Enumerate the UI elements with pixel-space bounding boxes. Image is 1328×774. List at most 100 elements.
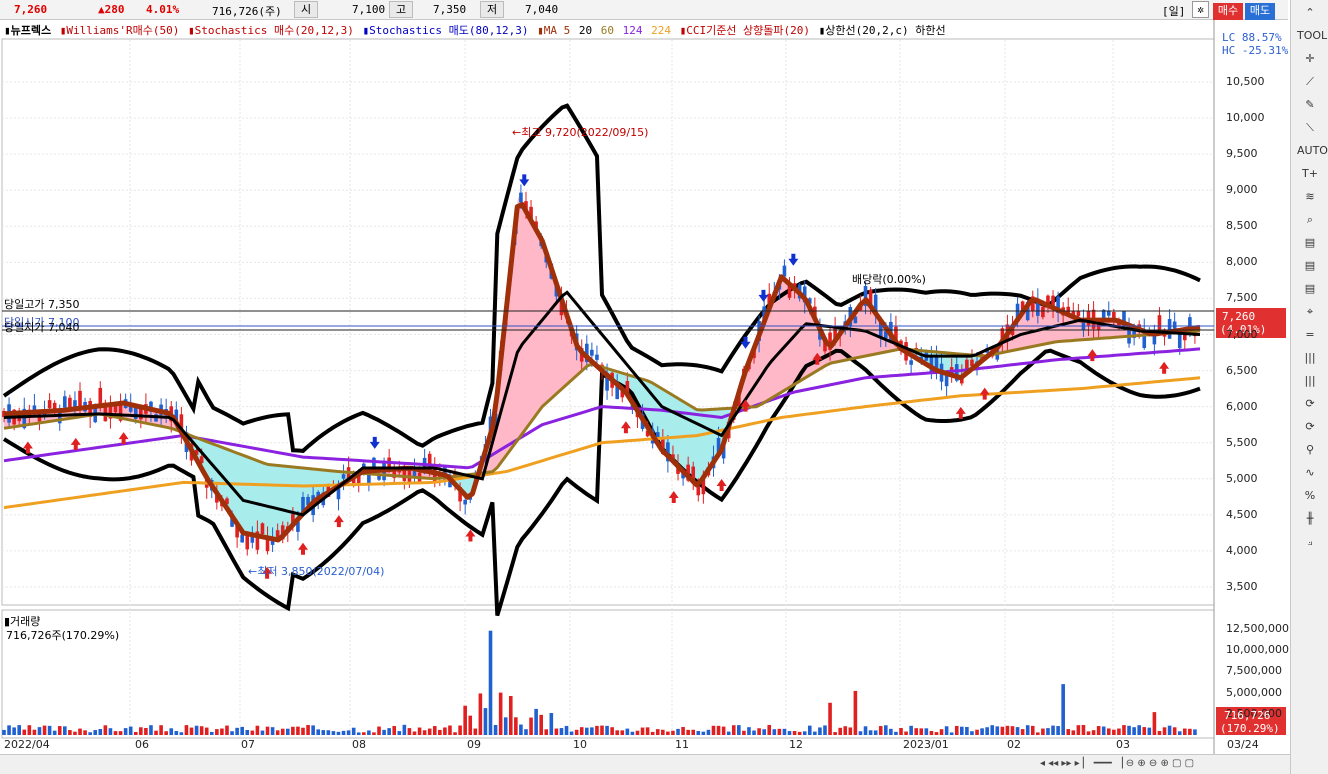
chart-icon[interactable]: ▤ <box>1304 282 1316 295</box>
volume-bar <box>574 729 579 735</box>
crosshair-icon[interactable]: ✛ <box>1305 52 1315 65</box>
zoom-icon[interactable]: ⚲ <box>1305 443 1315 456</box>
pin-icon[interactable]: ⌖ <box>1306 305 1314 318</box>
tool-14[interactable]: = <box>1305 328 1315 341</box>
legend-stoch-sell[interactable]: ▮Stochastics 매도(80,12,3) <box>362 24 529 37</box>
legend-ma60[interactable]: 60 <box>600 24 614 37</box>
chevron-up-icon[interactable]: ⌃ <box>1305 6 1315 19</box>
ruler-icon[interactable]: ⟍ <box>1306 121 1314 134</box>
candle-body <box>32 405 37 413</box>
volume-bar <box>108 728 113 735</box>
buy-signal-arrow <box>812 352 823 365</box>
tool-15[interactable]: ||| <box>1304 351 1316 364</box>
volume-bar <box>960 726 964 735</box>
volume-bar <box>1112 729 1116 735</box>
candle-body <box>1112 312 1116 319</box>
volume-bar <box>853 690 858 735</box>
cross-fill <box>522 204 527 435</box>
candle-body <box>1036 299 1040 316</box>
volume-bar <box>777 728 782 735</box>
price-tick: 8,500 <box>1226 219 1258 233</box>
volume-bar <box>220 728 224 735</box>
buy-signal-arrow <box>979 387 990 400</box>
volume-bar <box>934 732 939 735</box>
candle-body <box>108 403 113 419</box>
candle-body <box>519 192 523 203</box>
line-tool-icon[interactable]: ⟋ <box>1306 75 1314 88</box>
sell-button[interactable]: 매도 <box>1245 3 1275 20</box>
legend-cci[interactable]: ▮CCI기준선 상향돌파(20) <box>679 24 811 37</box>
candle-body <box>1046 295 1050 308</box>
volume-tick: 10,000,000 <box>1226 643 1289 657</box>
price-tick: 6,500 <box>1226 363 1258 377</box>
tool-6[interactable]: AUTO <box>1297 144 1328 157</box>
legend-williams[interactable]: ▮Williams'R매수(50) <box>59 24 180 37</box>
tool-7[interactable]: T+ <box>1302 167 1318 180</box>
volume-bar <box>929 730 934 735</box>
tool-1[interactable]: TOOL <box>1297 29 1328 42</box>
drawing-toolbar: ⌃ TOOL ✛ ⟋ ✎ ⟍ AUTO T+ ≋ ⌕ ▤ ▤ ▤ ⌖ = ||| ||| ⟳ ⟳ ⚲ ∿% ╫ ⟓ <box>1290 0 1328 774</box>
cross-fill <box>518 197 523 440</box>
legend-ma124[interactable]: 124 <box>622 24 643 37</box>
volume-bar <box>448 725 452 735</box>
fibonacci-icon[interactable]: ≋ <box>1305 190 1315 203</box>
legend-bollinger[interactable]: ▮상한선(20,2,c) 하한선 <box>818 24 946 37</box>
high-price: 7,350 <box>433 3 467 16</box>
tool-21[interactable]: % <box>1304 489 1316 502</box>
wave-icon[interactable]: ∿ <box>1305 466 1315 479</box>
volume-bar <box>473 728 478 735</box>
chart-icon[interactable]: ▤ <box>1304 236 1316 249</box>
search-icon[interactable]: ⌕ <box>1306 213 1314 226</box>
tool-16[interactable]: ||| <box>1304 374 1316 387</box>
chart-icon[interactable]: ▤ <box>1304 259 1316 272</box>
period-selector[interactable]: [일] <box>1162 5 1186 18</box>
volume-bar <box>458 725 462 735</box>
volume-bar <box>498 692 503 735</box>
cross-fill <box>533 226 539 419</box>
volume-bar <box>7 725 11 735</box>
gridlines <box>2 40 1214 737</box>
gear-icon[interactable]: ✲ <box>1192 1 1209 18</box>
legend-stoch-buy[interactable]: ▮Stochastics 매수(20,12,3) <box>187 24 354 37</box>
volume-bar <box>731 725 736 735</box>
candle-body <box>1051 295 1055 310</box>
volume-bar <box>569 731 574 735</box>
volume-bar <box>1167 725 1172 735</box>
fan-icon[interactable]: ⟓ <box>1307 535 1313 548</box>
x-label-last-date: 03/24 <box>1227 738 1259 751</box>
volume-bar <box>225 725 229 735</box>
volume-tick: 2,500,000 <box>1226 706 1282 720</box>
buy-button[interactable]: 매수 <box>1213 3 1243 20</box>
legend-ma5[interactable]: ▮MA 5 <box>537 24 571 37</box>
volume-bar <box>721 726 726 735</box>
candle-icon[interactable]: ╫ <box>1306 512 1314 525</box>
scroll-controls[interactable]: ◂ ◂◂ ▸▸ ▸ ▏ ━━━ ▕ ⊖ ⊕ ⊖ ⊕ ▢ ▢ <box>1040 758 1195 769</box>
volume-bar <box>438 729 442 735</box>
candle-body <box>853 316 858 324</box>
legend-ma20[interactable]: 20 <box>578 24 593 37</box>
volume-bar <box>1081 724 1086 735</box>
candle-body <box>828 332 832 350</box>
volume-bar <box>1046 728 1050 735</box>
high-label: 고 <box>389 1 414 18</box>
volume-bar <box>255 725 260 735</box>
price-tick: 4,000 <box>1226 543 1258 557</box>
volume-bar <box>88 732 92 735</box>
volume-bar <box>1036 732 1040 735</box>
volume-bar <box>68 730 72 735</box>
volume-bar <box>1106 728 1111 735</box>
legend-ma224[interactable]: 224 <box>651 24 671 37</box>
candle-body <box>1010 327 1015 336</box>
sell-signal-arrow <box>788 253 799 266</box>
refresh-icon[interactable]: ⟳ <box>1305 420 1315 433</box>
volume-bar <box>316 729 321 735</box>
refresh-icon[interactable]: ⟳ <box>1305 397 1315 410</box>
candle-body <box>534 221 538 228</box>
scroll-bar[interactable]: ◂ ◂◂ ▸▸ ▸ ▏ ━━━ ▕ ⊖ ⊕ ⊖ ⊕ ▢ ▢ <box>0 754 1290 774</box>
price-tag-value: 7,260 <box>1222 310 1256 323</box>
candle-body <box>944 373 949 387</box>
pencil-icon[interactable]: ✎ <box>1305 98 1315 111</box>
volume-bar <box>610 727 614 735</box>
candle-body <box>929 355 934 373</box>
